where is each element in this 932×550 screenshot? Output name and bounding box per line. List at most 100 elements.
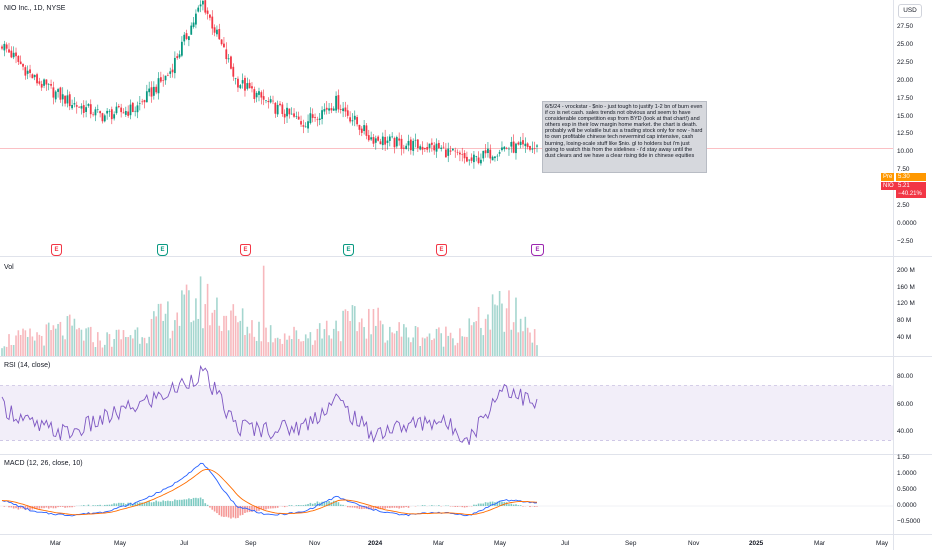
volume-bar — [253, 336, 256, 356]
macd-histogram-bar — [82, 505, 85, 506]
candle-body — [346, 110, 349, 116]
volume-chart[interactable] — [0, 256, 893, 356]
macd-histogram-bar — [164, 501, 167, 506]
volume-bar — [157, 303, 160, 356]
volume-bar — [302, 341, 305, 356]
candle-body — [260, 92, 263, 98]
volume-bar — [304, 334, 307, 356]
macd-label[interactable]: MACD (12, 26, close, 10) — [4, 460, 83, 467]
volume-label[interactable]: Vol — [4, 264, 14, 271]
volume-bar — [389, 326, 391, 356]
candle-body — [54, 91, 57, 100]
earnings-marker[interactable]: E — [51, 244, 62, 256]
volume-bar — [470, 325, 473, 356]
volume-bar — [480, 327, 482, 356]
candle-body — [227, 58, 230, 60]
idea-note[interactable]: 6/5/24 - vrockstar - $nio - just tough t… — [542, 101, 707, 173]
candle-body — [103, 115, 106, 122]
candle-body — [522, 140, 524, 145]
volume-bar — [92, 342, 94, 356]
macd-histogram-bar — [515, 504, 517, 506]
volume-bar — [136, 327, 139, 356]
macd-histogram-bar — [87, 504, 90, 506]
macd-histogram-bar — [160, 501, 162, 506]
macd-chart[interactable] — [0, 454, 893, 534]
volume-bar — [66, 316, 69, 356]
macd-histogram-bar — [255, 506, 258, 512]
volume-bar — [363, 327, 365, 356]
candle-body — [239, 85, 242, 89]
macd-histogram-bar — [262, 506, 265, 511]
candle-body — [353, 115, 356, 120]
rsi-label[interactable]: RSI (14, close) — [4, 362, 51, 369]
earnings-marker[interactable]: E — [531, 244, 544, 256]
volume-tick: 120 M — [897, 300, 915, 307]
candle-body — [314, 117, 316, 119]
pane-separator[interactable] — [0, 454, 932, 455]
candle-body — [489, 149, 492, 159]
macd-histogram-bar — [36, 506, 38, 510]
candle-body — [276, 104, 279, 115]
candle-body — [421, 146, 424, 150]
candle-body — [38, 81, 41, 84]
candle-body — [475, 156, 478, 157]
chart-title[interactable]: NIO Inc., 1D, NYSE — [4, 5, 66, 12]
currency-button[interactable]: USD — [898, 4, 922, 18]
rsi-chart[interactable] — [0, 356, 893, 454]
price-change: −40.21% — [896, 190, 926, 198]
macd-histogram-bar — [536, 506, 538, 507]
macd-histogram-bar — [482, 503, 485, 506]
earnings-marker[interactable]: E — [240, 244, 251, 256]
candle-body — [391, 136, 394, 138]
candle-body — [295, 116, 298, 117]
volume-bar — [141, 337, 143, 356]
volume-bar — [293, 326, 295, 356]
volume-bar — [505, 308, 508, 356]
pane-separator[interactable] — [0, 256, 932, 257]
macd-histogram-bar — [529, 506, 531, 508]
macd-histogram-bar — [52, 506, 55, 509]
macd-histogram-bar — [438, 505, 440, 506]
earnings-marker[interactable]: E — [343, 244, 354, 256]
candle-body — [323, 109, 326, 112]
macd-histogram-bar — [225, 506, 228, 517]
volume-bar — [68, 314, 71, 356]
volume-bar — [442, 346, 445, 356]
candle-body — [166, 74, 169, 76]
candle-body — [484, 150, 487, 154]
candle-body — [64, 95, 66, 104]
pre-market-price: 5.30 — [896, 173, 926, 181]
candle-body — [61, 94, 64, 100]
earnings-marker[interactable]: E — [157, 244, 168, 256]
candle-body — [365, 125, 368, 136]
candle-body — [258, 91, 260, 95]
candle-body — [508, 148, 510, 150]
volume-bar — [33, 340, 36, 356]
macd-histogram-bar — [349, 506, 351, 508]
candle-body — [377, 136, 380, 141]
candle-body — [71, 105, 73, 109]
earnings-marker[interactable]: E — [436, 244, 447, 256]
macd-histogram-bar — [496, 501, 499, 506]
volume-bar — [475, 321, 478, 356]
macd-histogram-bar — [153, 501, 155, 506]
candle-body — [388, 136, 391, 141]
volume-bar — [459, 328, 461, 356]
volume-bar — [330, 338, 333, 356]
volume-bar — [323, 329, 326, 356]
price-chart[interactable] — [0, 0, 893, 256]
candle-body — [473, 154, 475, 163]
candle-body — [379, 141, 382, 145]
candle-body — [510, 141, 513, 147]
macd-histogram-bar — [431, 505, 433, 506]
candle-body — [325, 107, 328, 110]
candle-body — [173, 57, 176, 74]
candle-body — [19, 61, 22, 65]
volume-bar — [204, 304, 207, 356]
candle-body — [332, 108, 335, 111]
macd-histogram-bar — [12, 506, 15, 509]
macd-histogram-bar — [155, 500, 157, 506]
time-axis-separator — [0, 534, 932, 535]
volume-bar — [414, 326, 417, 356]
pane-separator[interactable] — [0, 356, 932, 357]
